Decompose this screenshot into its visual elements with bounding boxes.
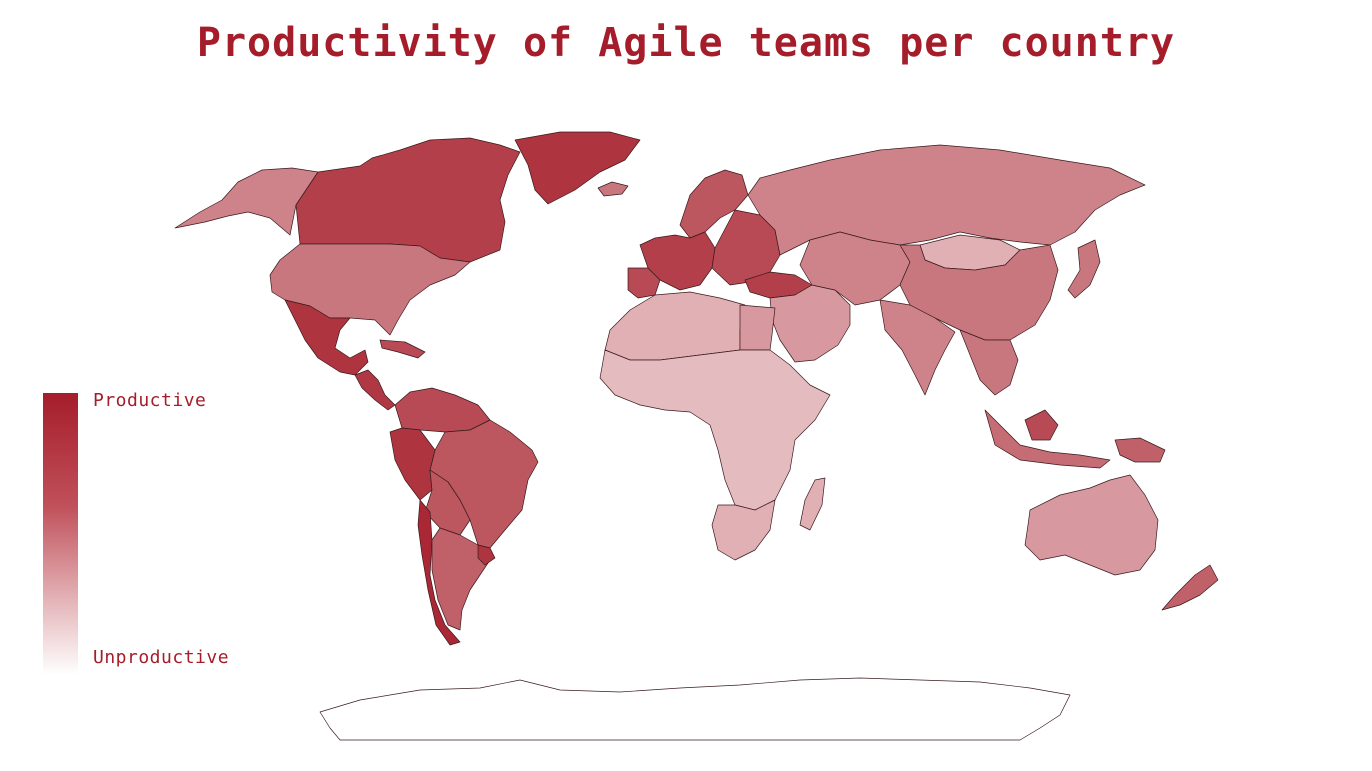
map-title: Productivity of Agile teams per country: [196, 20, 1176, 66]
region-usa[interactable]: [269, 243, 471, 336]
region-uruguay[interactable]: [477, 544, 496, 566]
legend-high-label: Productive: [93, 390, 207, 411]
region-japan[interactable]: [1067, 239, 1101, 299]
region-southeast-asia[interactable]: [959, 329, 1019, 396]
region-middle-east[interactable]: [769, 284, 851, 363]
region-malaysia[interactable]: [1024, 409, 1059, 441]
region-australia[interactable]: [1024, 474, 1159, 576]
region-argentina[interactable]: [431, 527, 491, 631]
region-new-zealand[interactable]: [1161, 564, 1219, 611]
region-egypt[interactable]: [739, 304, 776, 351]
region-mexico[interactable]: [284, 299, 369, 376]
region-greenland[interactable]: [514, 131, 641, 205]
region-antarctica: [319, 677, 1071, 741]
region-eastern-europe[interactable]: [711, 209, 781, 286]
region-caribbean[interactable]: [379, 339, 426, 359]
region-madagascar[interactable]: [799, 477, 826, 531]
legend-low-label: Unproductive: [93, 647, 230, 668]
region-south-america-north[interactable]: [394, 387, 491, 433]
region-indonesia[interactable]: [984, 409, 1111, 469]
region-central-america[interactable]: [354, 369, 396, 411]
region-peru-ecuador[interactable]: [389, 427, 436, 501]
legend-gradient-bar: [43, 393, 78, 675]
region-alaska[interactable]: [174, 167, 319, 236]
region-south-africa[interactable]: [711, 499, 776, 561]
region-canada[interactable]: [295, 137, 521, 263]
region-central-asia[interactable]: [799, 231, 911, 306]
region-sub-saharan-africa[interactable]: [599, 349, 831, 511]
region-india[interactable]: [879, 299, 956, 396]
region-papua-new-guinea[interactable]: [1114, 437, 1166, 463]
region-iceland[interactable]: [597, 181, 629, 197]
region-north-africa[interactable]: [604, 291, 746, 361]
